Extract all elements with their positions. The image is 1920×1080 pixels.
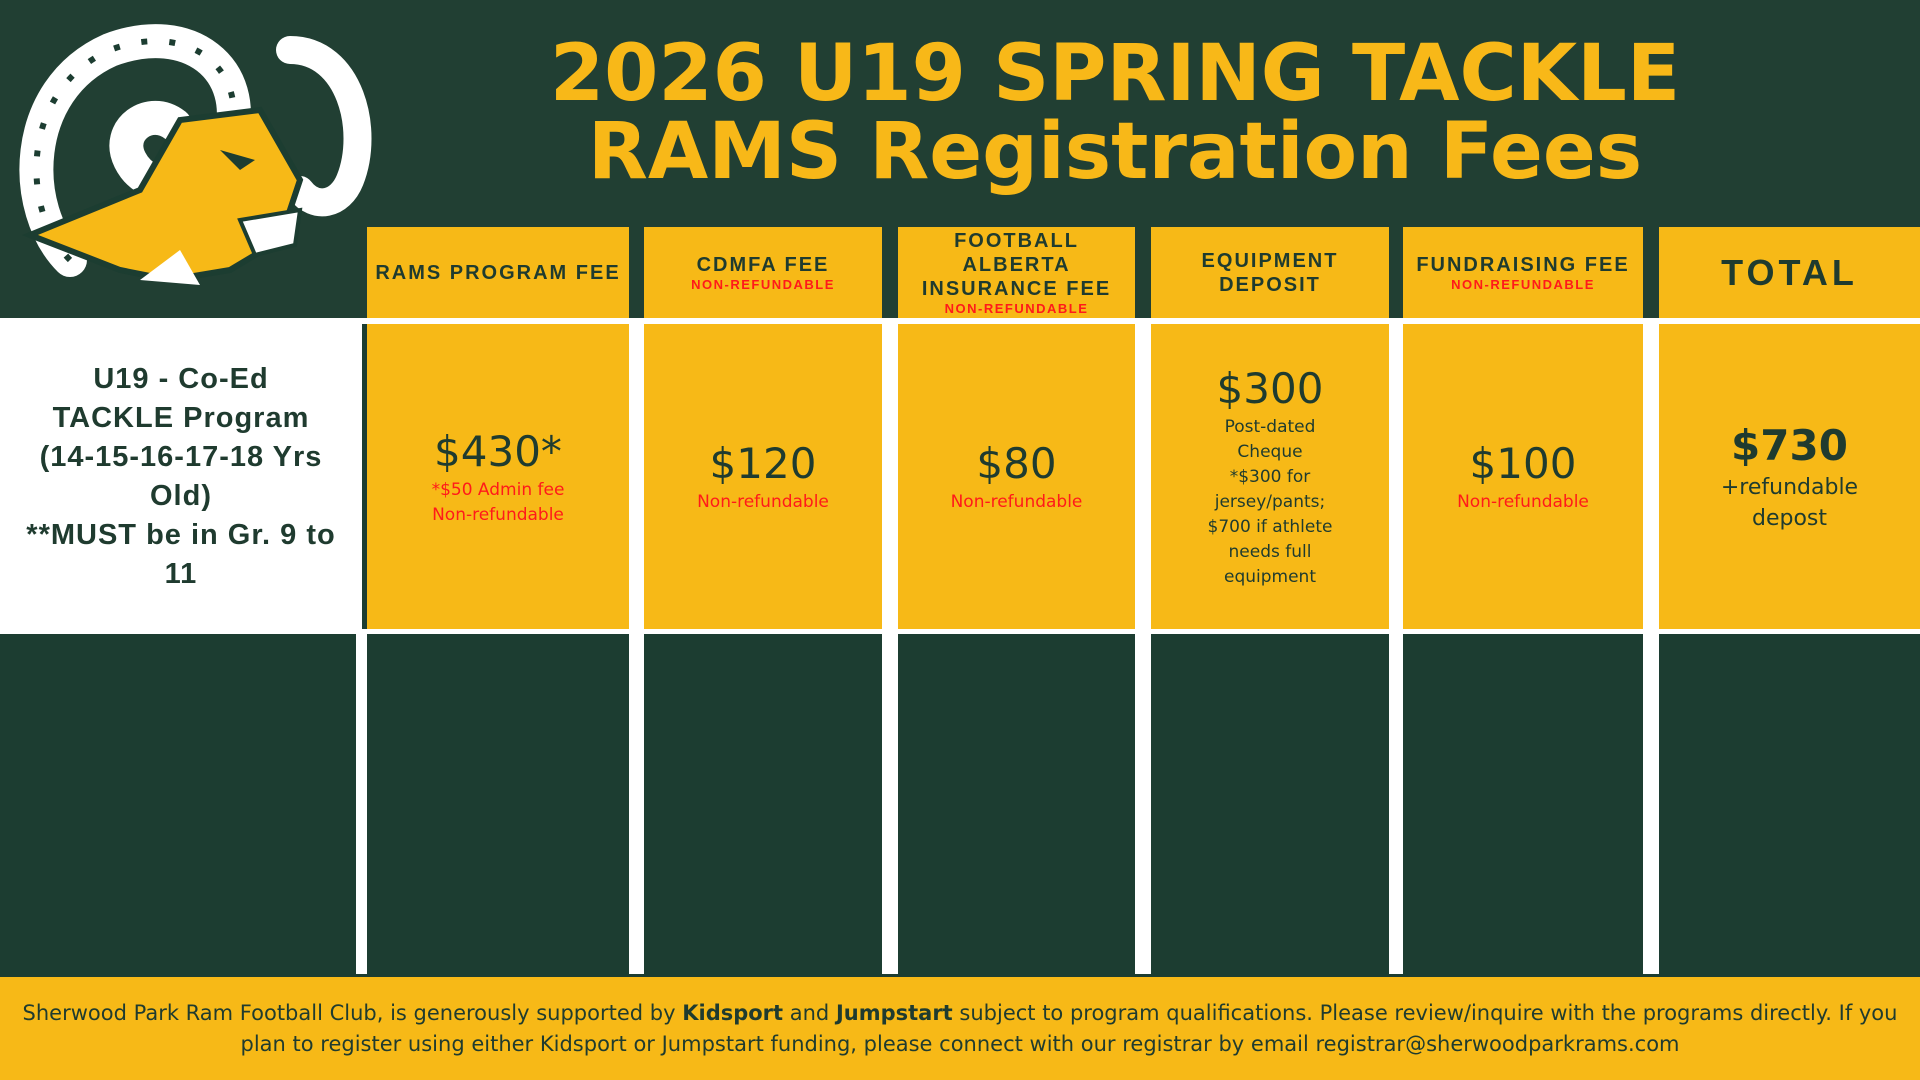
header-fundraising-fee: FUNDRAISING FEE NON-REFUNDABLE — [1403, 227, 1643, 318]
divider — [629, 324, 644, 974]
cdmfa-fee-cell: $120 Non-refundable — [644, 324, 882, 629]
header-total: TOTAL — [1659, 227, 1920, 318]
program-line: U19 - Co-Ed — [93, 362, 269, 395]
price: $430* — [434, 426, 562, 476]
footer-text: and — [783, 1000, 836, 1025]
total-cell: $730 +refundable depost — [1659, 324, 1920, 629]
header-rams-program-fee: RAMS PROGRAM FEE — [367, 227, 629, 318]
divider — [882, 324, 898, 974]
total-price: $730 — [1731, 420, 1848, 470]
fee-note: Non-refundable — [697, 492, 829, 512]
program-label: U19 - Co-Ed TACKLE Program (14-15-16-17-18… — [0, 324, 362, 629]
header-label: TOTAL — [1721, 251, 1858, 293]
price: $300 — [1216, 364, 1324, 413]
header-label: CDMFA FEE — [696, 254, 830, 276]
header-insurance-fee: FOOTBALL ALBERTA INSURANCE FEE NON-REFUND… — [898, 227, 1135, 318]
header-label: FOOTBALL ALBERTA INSURANCE FEE — [921, 230, 1112, 300]
insurance-fee-cell: $80 Non-refundable — [898, 324, 1135, 629]
jumpstart-name: Jumpstart — [835, 1000, 953, 1025]
price: $120 — [709, 439, 817, 488]
footer-text: subject to program qualifications. Pleas… — [240, 1000, 1898, 1056]
fee-note: *$50 Admin fee — [431, 479, 565, 500]
divider — [1643, 324, 1659, 974]
divider — [0, 318, 1920, 324]
fee-note: Non-refundable — [432, 504, 564, 525]
fee-note: Post-dated Cheque — [1224, 417, 1316, 462]
fundraising-fee-cell: $100 Non-refundable — [1403, 324, 1643, 629]
price: $80 — [976, 439, 1057, 488]
page-title-line1: 2026 U19 SPRING TACKLE — [549, 29, 1681, 119]
fee-note: *$300 for jersey/pants; $700 if athlete … — [1207, 467, 1333, 587]
kidsport-name: Kidsport — [682, 1000, 784, 1025]
total-note: +refundable depost — [1720, 474, 1859, 531]
page-title-line2: RAMS Registration Fees — [587, 107, 1643, 197]
program-line: TACKLE Program — [52, 401, 310, 434]
header-label: RAMS PROGRAM FEE — [375, 261, 621, 284]
header-label: EQUIPMENT DEPOSIT — [1201, 249, 1339, 296]
price: $100 — [1469, 439, 1577, 488]
program-line: **MUST be in Gr. 9 to 11 — [26, 518, 336, 590]
rams-program-fee-cell: $430* *$50 Admin fee Non-refundable — [367, 324, 629, 629]
footer-text: Sherwood Park Ram Football Club, is gene… — [22, 1000, 683, 1025]
footer-notice: Sherwood Park Ram Football Club, is gene… — [0, 977, 1920, 1080]
equipment-deposit-cell: $300 Post-dated Cheque *$300 for jersey/pa… — [1151, 324, 1389, 629]
divider — [356, 629, 367, 974]
non-refundable-note: NON-REFUNDABLE — [1451, 277, 1595, 292]
ram-head-logo — [19, 24, 372, 285]
divider — [1135, 324, 1151, 974]
program-line: (14-15-16-17-18 Yrs Old) — [39, 440, 323, 512]
non-refundable-note: NON-REFUNDABLE — [944, 301, 1089, 316]
non-refundable-note: NON-REFUNDABLE — [691, 277, 835, 292]
header-equipment-deposit: EQUIPMENT DEPOSIT — [1151, 227, 1389, 318]
divider — [0, 629, 1920, 634]
divider — [1389, 324, 1403, 974]
fee-note: Non-refundable — [1457, 492, 1589, 512]
header-label: FUNDRAISING FEE — [1416, 254, 1630, 276]
fee-note: Non-refundable — [950, 492, 1083, 512]
header-cdmfa-fee: CDMFA FEE NON-REFUNDABLE — [644, 227, 882, 318]
